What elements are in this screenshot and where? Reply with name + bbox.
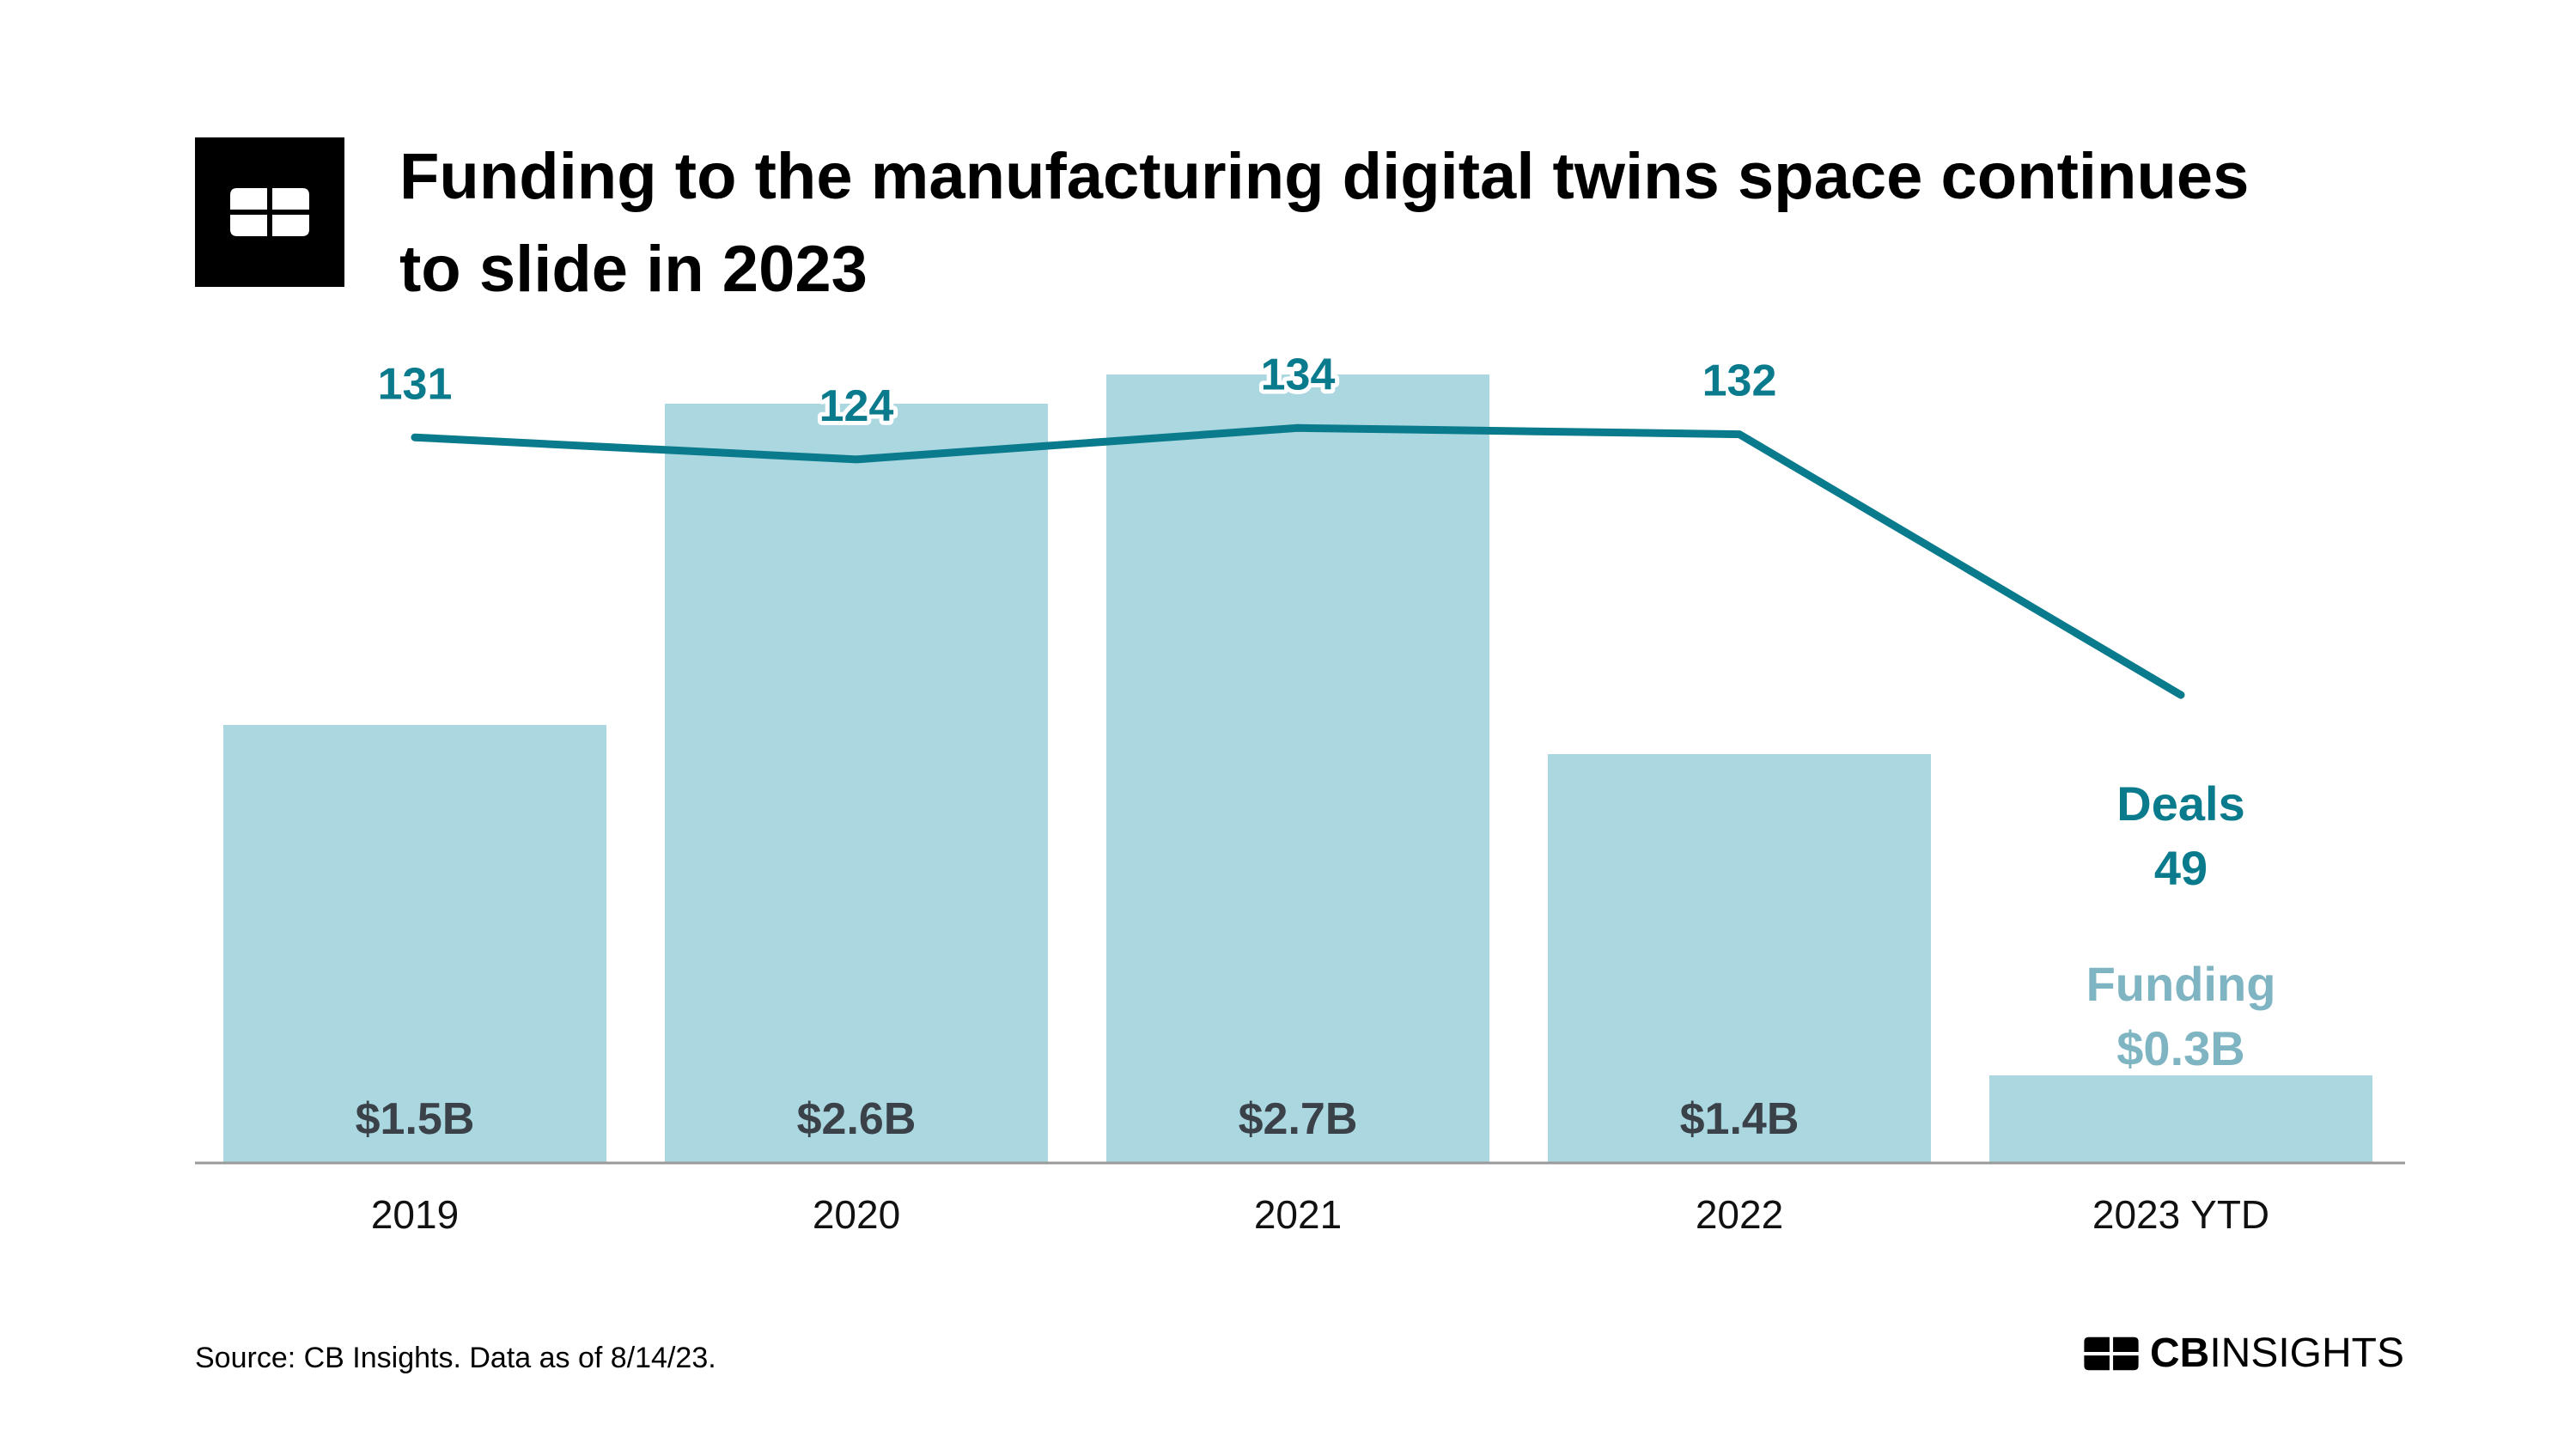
x-tick-label: 2022: [1696, 1192, 1783, 1237]
deals-series-label: Deals: [2116, 776, 2244, 831]
chart-title: Funding to the manufacturing digital twi…: [399, 140, 2250, 306]
funding-bar: [1106, 374, 1489, 1163]
funding-bar: [665, 404, 1048, 1163]
x-tick-label: 2019: [371, 1192, 459, 1237]
deals-line: [411, 423, 2185, 699]
funding-value-label: $0.3B: [2116, 1021, 2244, 1075]
chart-header: Funding to the manufacturing digital twi…: [195, 137, 2289, 316]
x-tick-label: 2021: [1254, 1192, 1342, 1237]
brand-logo: CBINSIGHTS: [2083, 1330, 2404, 1377]
deals-value-label: 124: [819, 381, 894, 431]
x-tick-label: 2020: [813, 1192, 900, 1237]
deals-value-label: 134: [1261, 350, 1336, 399]
funding-value-label: $1.5B: [356, 1094, 475, 1144]
x-tick-label: 2023 YTD: [2092, 1192, 2269, 1237]
deals-value-label: 49: [2154, 841, 2208, 895]
deals-value-label: 132: [1702, 356, 1777, 406]
brand-name: CBINSIGHTS: [2149, 1330, 2404, 1376]
funding-series-label: Funding: [2086, 957, 2276, 1011]
funding-value-label: $2.6B: [797, 1094, 917, 1144]
cb-logo-icon: [195, 137, 344, 287]
cb-brand-icon: [2084, 1336, 2139, 1370]
source-note: Source: CB Insights. Data as of 8/14/23.: [195, 1342, 716, 1374]
funding-value-label: $2.7B: [1239, 1094, 1358, 1144]
deals-value-label: 131: [378, 359, 453, 409]
funding-bar: [1548, 754, 1931, 1163]
funding-bar: [223, 725, 606, 1163]
funding-value-label: $1.4B: [1680, 1094, 1800, 1144]
funding-bar: [1989, 1075, 2372, 1163]
